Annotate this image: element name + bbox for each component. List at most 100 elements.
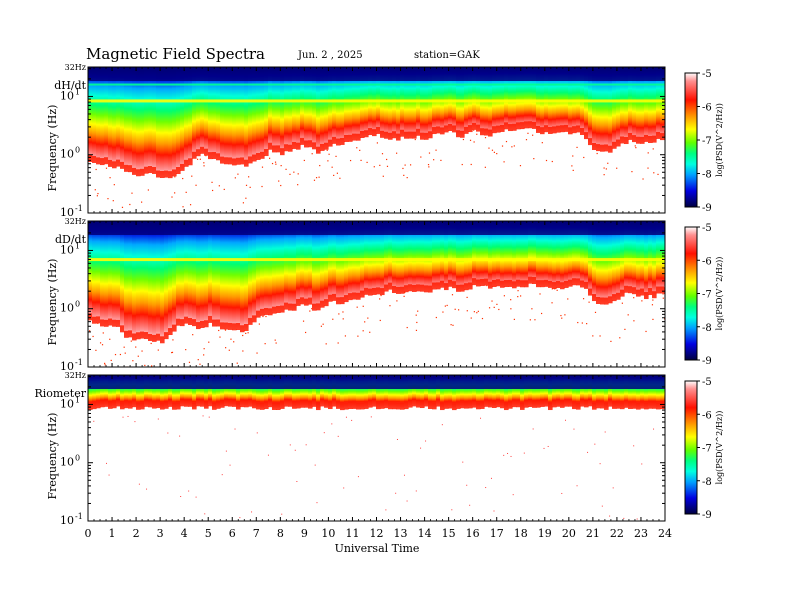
spectral-edge-mark <box>424 132 429 140</box>
spectrogram-column <box>628 375 633 408</box>
spectral-edge-mark <box>576 402 581 410</box>
spectrogram-column <box>524 221 529 287</box>
spectral-edge-mark <box>164 332 169 340</box>
spectrogram-column <box>572 221 577 285</box>
noise-speckle <box>631 171 633 173</box>
spectral-edge-mark <box>596 296 601 304</box>
noise-speckle <box>223 188 225 191</box>
spectral-edge-mark <box>528 121 533 129</box>
spectrogram-column <box>512 375 517 407</box>
noise-speckle <box>444 305 446 307</box>
spectral-edge-mark <box>536 280 541 288</box>
spectral-edge-mark <box>644 292 649 300</box>
spectrogram-column <box>500 221 505 287</box>
noise-speckle <box>151 365 153 367</box>
spectrogram-column <box>92 67 97 162</box>
spectral-edge-mark <box>436 126 441 134</box>
noise-speckle <box>268 157 271 159</box>
spectrogram-column <box>520 67 525 129</box>
colorbar-tick-label: -7 <box>702 290 712 301</box>
noise-speckle <box>609 515 611 517</box>
spectrogram-column <box>632 67 637 142</box>
spectral-edge-mark <box>612 294 617 302</box>
spectral-edge-mark <box>656 286 661 294</box>
spectral-edge-mark <box>272 402 277 410</box>
spectral-edge-mark <box>404 285 409 293</box>
spectral-edge-mark <box>440 403 445 411</box>
spectrogram-column <box>452 67 457 132</box>
noise-speckle <box>582 298 585 300</box>
spectrogram-column <box>612 67 617 148</box>
noise-speckle <box>491 300 493 302</box>
spectral-edge-mark <box>320 143 325 151</box>
noise-speckle <box>219 336 221 338</box>
spectrogram-column <box>304 221 309 305</box>
spectral-edge-mark <box>192 319 197 327</box>
spectrogram-column <box>560 375 565 407</box>
spectral-edge-mark <box>148 400 153 408</box>
x-tick-label: 24 <box>658 527 672 540</box>
spectral-edge-mark <box>148 333 153 341</box>
spectrogram-column <box>260 67 265 158</box>
spectrogram-column <box>300 375 305 407</box>
spectral-edge-mark <box>224 399 229 407</box>
spectrogram-column <box>184 221 189 323</box>
spectral-edge-mark <box>308 140 313 148</box>
spectrogram-column <box>272 221 277 313</box>
spectrogram-column <box>540 221 545 287</box>
noise-speckle <box>104 364 106 366</box>
spectrogram-column <box>88 375 93 409</box>
spectral-edge-mark <box>376 402 381 410</box>
spectral-edge-mark <box>124 401 129 409</box>
spectrogram-column <box>652 375 657 408</box>
x-tick-label: 9 <box>301 527 308 540</box>
noise-speckle <box>529 319 531 321</box>
spectral-edge-mark <box>448 401 453 409</box>
spectral-edge-mark <box>420 401 425 409</box>
noise-speckle <box>454 308 456 310</box>
noise-speckle <box>237 173 239 175</box>
spectrogram-column <box>200 67 205 153</box>
noise-speckle <box>442 311 444 313</box>
spectrogram-column <box>228 67 233 164</box>
spectrogram-column <box>596 221 601 303</box>
noise-speckle <box>414 138 416 141</box>
spectrogram-column <box>336 221 341 304</box>
noise-speckle <box>92 335 94 338</box>
spectral-edge-mark <box>636 289 641 297</box>
noise-speckle <box>543 447 545 449</box>
spectral-edge-mark <box>372 399 377 407</box>
noise-speckle <box>180 496 182 498</box>
noise-speckle <box>653 172 655 174</box>
spectrogram-column <box>568 221 573 286</box>
noise-speckle <box>404 291 406 294</box>
noise-speckle <box>651 304 654 306</box>
spectral-edge-mark <box>604 144 609 152</box>
spectrogram-column <box>272 67 277 152</box>
noise-speckle <box>195 496 197 498</box>
spectral-edge-mark <box>116 319 121 327</box>
spectral-edge-mark <box>376 287 381 295</box>
spectrogram-column <box>524 67 529 128</box>
spectral-edge-mark <box>232 158 237 166</box>
noise-speckle <box>331 166 333 168</box>
spectrogram-column <box>356 67 361 140</box>
spectrogram-column <box>244 221 249 330</box>
spectrogram-column <box>492 221 497 286</box>
noise-speckle <box>666 160 667 161</box>
noise-speckle <box>599 463 601 465</box>
noise-speckle <box>203 165 205 167</box>
spectrogram-column <box>632 375 637 408</box>
noise-speckle <box>647 167 649 169</box>
spectral-edge-mark <box>448 124 453 132</box>
noise-speckle <box>539 293 541 295</box>
spectral-edge-mark <box>296 298 301 306</box>
spectral-edge-mark <box>264 149 269 157</box>
spectrogram-column <box>112 221 117 326</box>
spectral-edge-mark <box>104 319 109 327</box>
noise-speckle <box>319 164 321 167</box>
y-top-label: 32Hz <box>65 63 86 72</box>
noise-speckle <box>573 428 575 430</box>
spectrogram-column <box>120 221 125 332</box>
